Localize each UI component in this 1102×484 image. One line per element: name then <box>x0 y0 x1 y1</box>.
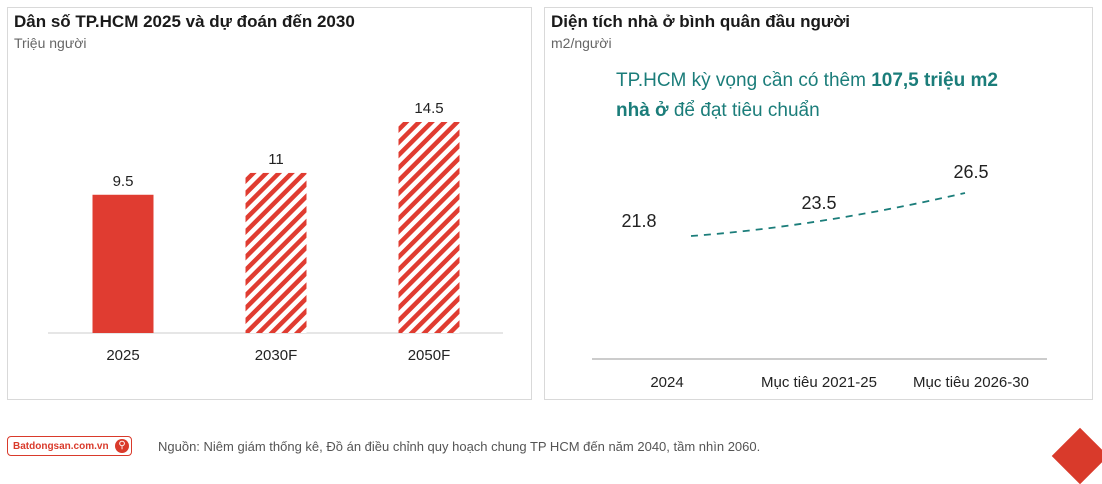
point-value-label: 23.5 <box>801 193 836 213</box>
housing-chart-title: Diện tích nhà ở bình quân đầu người <box>551 12 851 31</box>
x-tick-label: 2024 <box>650 374 683 391</box>
x-tick-label: 2030F <box>255 347 298 364</box>
source-note: Nguồn: Niêm giám thống kê, Đồ án điều ch… <box>158 439 761 454</box>
batdongsan-logo[interactable]: Batdongsan.com.vn ⚲ <box>7 436 132 456</box>
population-chart-title: Dân số TP.HCM 2025 và dự đoán đến 2030 <box>14 12 355 31</box>
point-value-label: 21.8 <box>621 211 656 231</box>
population-chart-panel: Dân số TP.HCM 2025 và dự đoán đến 2030 T… <box>7 7 532 400</box>
bar-2030F <box>245 172 307 333</box>
x-tick-label: Mục tiêu 2026-30 <box>913 374 1029 391</box>
x-tick-label: Mục tiêu 2021-25 <box>761 374 877 391</box>
housing-line-chart: 21.8 2024 23.5 Mục tiêu 2021-25 26.5 Mục tiêu… <box>592 162 1047 391</box>
bar-2025 <box>92 194 154 333</box>
housing-area-chart-panel: Diện tích nhà ở bình quân đầu người m2/n… <box>544 7 1093 400</box>
bar-value-label: 14.5 <box>414 100 443 117</box>
logo-text: Batdongsan.com.vn <box>13 440 109 452</box>
bar-2050F <box>398 122 460 333</box>
housing-callout: TP.HCM kỳ vọng cần có thêm 107,5 triệu m… <box>616 66 1066 126</box>
callout-text-2: để đạt tiêu chuẩn <box>668 100 820 121</box>
housing-chart-unit: m2/người <box>551 35 612 51</box>
callout-text-1: TP.HCM kỳ vọng cần có thêm <box>616 70 872 91</box>
point-value-label: 26.5 <box>953 162 988 182</box>
x-tick-label: 2025 <box>106 347 139 364</box>
x-tick-label: 2050F <box>408 347 451 364</box>
callout-bold-1: 107,5 triệu m2 <box>871 70 998 91</box>
page-number-badge <box>1051 427 1102 484</box>
callout-bold-2: nhà ở <box>616 100 669 121</box>
population-bar-chart: 9.5 2025 11 2030F 14.5 2050F <box>48 100 503 364</box>
search-icon: ⚲ <box>115 439 129 453</box>
population-chart-unit: Triệu người <box>14 35 87 51</box>
line-series <box>690 192 966 237</box>
bar-value-label: 9.5 <box>113 173 134 190</box>
bar-value-label: 11 <box>268 151 284 168</box>
